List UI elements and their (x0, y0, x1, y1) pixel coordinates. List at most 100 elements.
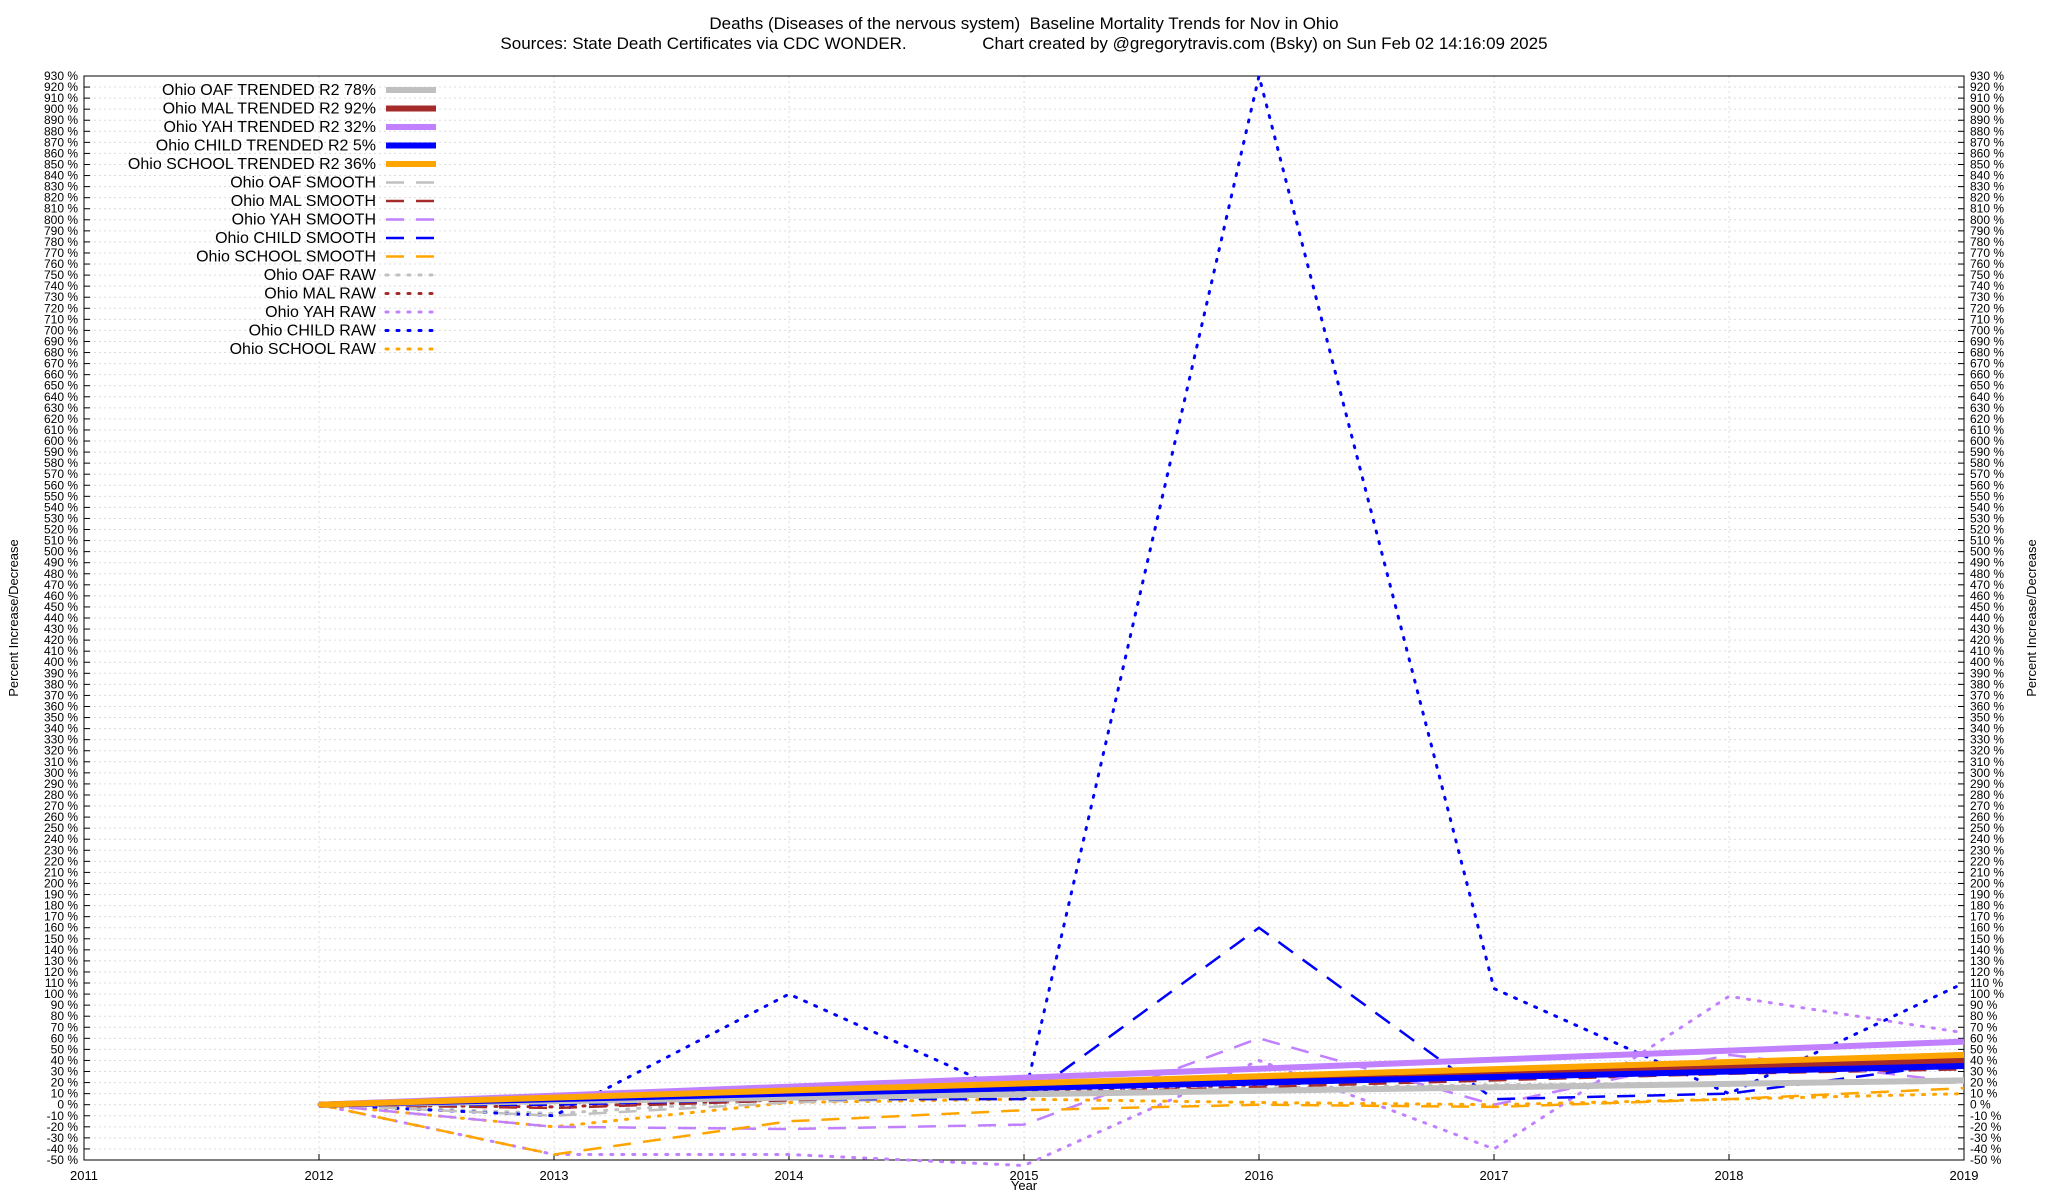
y-tick-label-right: 750 % (1970, 268, 2004, 282)
y-tick-label-left: 340 % (44, 722, 78, 736)
y-tick-label-right: 760 % (1970, 257, 2004, 271)
y-tick-label-right: 200 % (1970, 876, 2004, 890)
y-tick-label-left: 110 % (45, 976, 78, 990)
y-tick-label-left: 700 % (44, 323, 78, 337)
y-tick-label-left: 10 % (51, 1087, 79, 1101)
y-tick-label-left: 600 % (44, 434, 78, 448)
y-tick-label-left: 910 % (44, 91, 78, 105)
chart-subtitle: Sources: State Death Certificates via CD… (500, 34, 1548, 53)
y-tick-label-right: 660 % (1970, 368, 2004, 382)
y-tick-label-right: 690 % (1970, 334, 2004, 348)
legend-label: Ohio YAH TRENDED R2 32% (163, 119, 376, 136)
y-tick-label-left: 760 % (44, 257, 78, 271)
y-tick-label-right: 370 % (1970, 688, 2004, 702)
y-tick-label-left: 140 % (44, 943, 78, 957)
y-tick-label-left: -10 % (47, 1109, 79, 1123)
y-tick-label-left: 670 % (44, 357, 78, 371)
y-tick-label-right: 590 % (1970, 445, 2004, 459)
y-tick-label-right: 860 % (1970, 146, 2004, 160)
y-tick-label-right: 460 % (1970, 589, 2004, 603)
y-tick-label-right: 20 % (1970, 1076, 1998, 1090)
y-tick-label-right: 10 % (1970, 1087, 1998, 1101)
y-tick-label-right: 380 % (1970, 677, 2004, 691)
x-tick-label: 2016 (1245, 1168, 1274, 1183)
legend-label: Ohio YAH SMOOTH (232, 212, 376, 229)
y-tick-label-left: 610 % (44, 423, 78, 437)
y-tick-label-right: 850 % (1970, 157, 2004, 171)
y-tick-label-left: 200 % (44, 876, 78, 890)
y-tick-label-right: 150 % (1970, 932, 2004, 946)
y-tick-label-right: 90 % (1970, 998, 1998, 1012)
y-tick-label-right: 870 % (1970, 135, 2004, 149)
legend-label: Ohio OAF SMOOTH (230, 175, 376, 192)
series-line-7 (318, 1037, 1965, 1131)
y-tick-label-right: 680 % (1970, 346, 2004, 360)
y-tick-label-right: 350 % (1970, 711, 2004, 725)
legend-label: Ohio CHILD TRENDED R2 5% (156, 138, 376, 155)
y-tick-label-right: 340 % (1970, 722, 2004, 736)
y-tick-label-right: 40 % (1970, 1053, 1998, 1067)
y-tick-label-left: 190 % (44, 888, 78, 902)
y-tick-label-right: 840 % (1970, 169, 2004, 183)
y-axis-label-left: Percent Increase/Decrease (6, 539, 21, 697)
y-tick-label-left: 560 % (44, 478, 78, 492)
y-tick-label-right: 930 % (1970, 69, 2004, 83)
y-tick-label-right: 80 % (1970, 1009, 1998, 1023)
y-tick-label-left: 80 % (51, 1009, 79, 1023)
y-tick-label-right: 420 % (1970, 633, 2004, 647)
y-tick-label-right: 880 % (1970, 124, 2004, 138)
y-tick-label-left: 590 % (44, 445, 78, 459)
y-tick-label-left: 150 % (44, 932, 78, 946)
x-tick-label: 2011 (70, 1168, 98, 1183)
y-tick-label-right: 910 % (1970, 91, 2004, 105)
y-tick-label-left: 360 % (44, 699, 78, 713)
y-tick-label-left: 820 % (44, 191, 78, 205)
y-tick-label-left: 750 % (44, 268, 78, 282)
y-tick-label-left: 880 % (44, 124, 78, 138)
x-tick-label: 2018 (1715, 1168, 1744, 1183)
y-tick-label-left: 740 % (44, 279, 78, 293)
y-tick-label-left: 900 % (44, 102, 78, 116)
y-tick-label-left: 660 % (44, 368, 78, 382)
y-tick-label-right: 520 % (1970, 523, 2004, 537)
y-tick-label-right: 290 % (1970, 777, 2004, 791)
y-tick-label-left: 230 % (44, 843, 78, 857)
y-tick-label-right: 890 % (1970, 113, 2004, 127)
y-tick-label-left: 260 % (44, 810, 78, 824)
y-tick-label-right: 470 % (1970, 578, 2004, 592)
chart-title: Deaths (Diseases of the nervous system) … (709, 14, 1339, 33)
y-tick-label-left: 90 % (51, 998, 79, 1012)
y-tick-label-right: 120 % (1970, 965, 2004, 979)
y-tick-label-right: 610 % (1970, 423, 2004, 437)
y-tick-label-left: 160 % (44, 921, 78, 935)
y-tick-label-left: 280 % (44, 788, 78, 802)
y-tick-label-left: 320 % (44, 744, 78, 758)
y-tick-label-left: 120 % (44, 965, 78, 979)
y-tick-label-left: 70 % (51, 1020, 79, 1034)
legend-label: Ohio SCHOOL RAW (230, 341, 377, 358)
x-tick-label: 2012 (305, 1168, 334, 1183)
y-tick-label-left: 450 % (44, 600, 78, 614)
y-tick-label-left: 540 % (44, 500, 78, 514)
legend: Ohio OAF TRENDED R2 78% Ohio MAL TRENDED … (128, 82, 438, 358)
y-tick-label-right: 130 % (1970, 954, 2004, 968)
y-tick-label-left: 310 % (44, 755, 78, 769)
y-tick-label-left: 250 % (44, 821, 78, 835)
y-tick-label-left: 330 % (44, 733, 78, 747)
x-tick-label: 2014 (775, 1168, 804, 1183)
y-tick-label-left: 690 % (44, 334, 78, 348)
y-tick-label-left: 930 % (44, 69, 78, 83)
y-tick-label-right: 490 % (1970, 556, 2004, 570)
y-tick-label-right: 640 % (1970, 390, 2004, 404)
y-tick-label-left: 0 % (57, 1098, 78, 1112)
y-tick-label-right: 780 % (1970, 235, 2004, 249)
y-tick-label-left: 410 % (44, 644, 78, 658)
y-tick-label-right: 390 % (1970, 666, 2004, 680)
y-tick-label-left: 630 % (44, 401, 78, 415)
series-line-8 (319, 926, 1965, 1106)
y-tick-label-right: 700 % (1970, 323, 2004, 337)
y-tick-label-left: 210 % (44, 865, 78, 879)
legend-label: Ohio OAF TRENDED R2 78% (162, 82, 376, 99)
y-tick-label-left: 840 % (44, 169, 78, 183)
y-tick-label-right: 70 % (1970, 1020, 1998, 1034)
